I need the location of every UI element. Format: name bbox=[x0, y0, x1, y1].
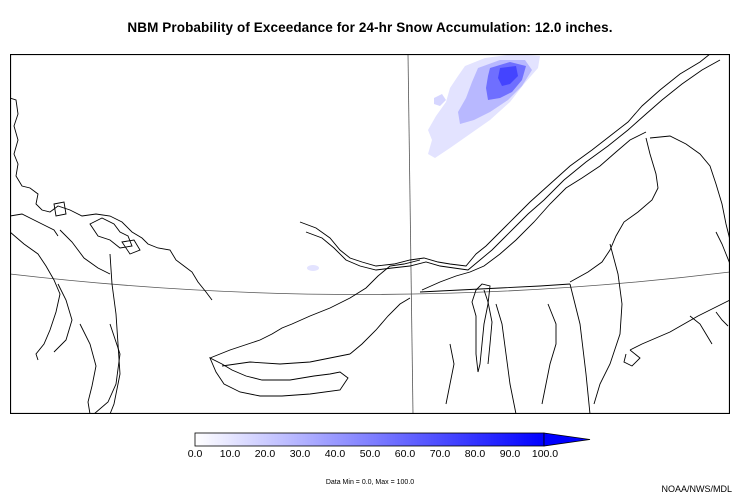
snow-probability-shading bbox=[307, 54, 540, 271]
meridian-line bbox=[407, 54, 414, 414]
map-title: NBM Probability of Exceedance for 24-hr … bbox=[127, 20, 613, 35]
colorbar-tick-label: 70.0 bbox=[429, 448, 451, 460]
data-min-max-note: Data Min = 0.0, Max = 100.0 bbox=[325, 479, 415, 486]
colorbar-gradient bbox=[194, 432, 545, 447]
map-panel bbox=[10, 54, 730, 414]
colorbar-tick-label: 100.0 bbox=[531, 448, 559, 460]
colorbar-tick-label: 50.0 bbox=[359, 448, 381, 460]
credit-label: NOAA/NWS/MDL bbox=[661, 484, 732, 494]
colorbar-tick-label: 0.0 bbox=[187, 448, 203, 460]
colorbar-tick-label: 30.0 bbox=[289, 448, 311, 460]
map-border bbox=[10, 54, 730, 414]
coastlines bbox=[10, 54, 730, 414]
snow-spot-west bbox=[434, 94, 446, 106]
parallel-line bbox=[10, 271, 730, 295]
graticule bbox=[10, 54, 730, 414]
snow-area-peak bbox=[498, 66, 518, 86]
snow-spot-small bbox=[307, 265, 319, 271]
colorbar-tick-label: 10.0 bbox=[219, 448, 241, 460]
colorbar-tick-labels: 0.0 10.0 20.0 30.0 40.0 50.0 60.0 70.0 8… bbox=[0, 448, 740, 464]
colorbar-extend-arrow bbox=[543, 432, 591, 447]
map-svg bbox=[10, 54, 730, 414]
colorbar-tick-label: 60.0 bbox=[394, 448, 416, 460]
colorbar-tick-label: 90.0 bbox=[499, 448, 521, 460]
colorbar-tick-label: 80.0 bbox=[464, 448, 486, 460]
colorbar-tick-label: 20.0 bbox=[254, 448, 276, 460]
colorbar-tick-label: 40.0 bbox=[324, 448, 346, 460]
colorbar bbox=[194, 432, 591, 447]
